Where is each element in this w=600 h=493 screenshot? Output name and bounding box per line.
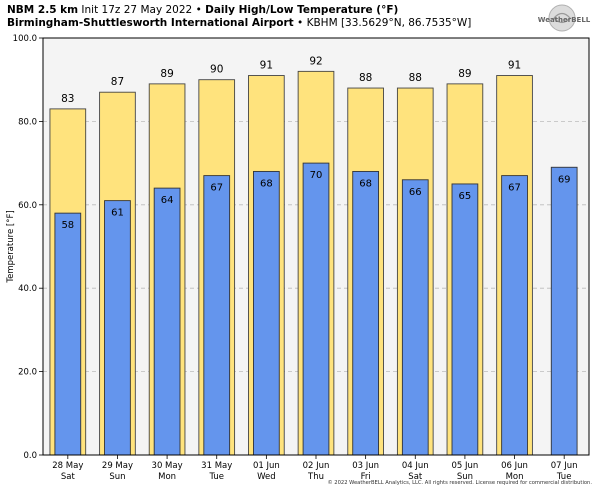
x-tick-date: 31 May <box>201 461 232 471</box>
high-temp-label: 91 <box>508 60 521 72</box>
high-temp-label: 88 <box>359 72 372 84</box>
low-temp-bar <box>451 183 479 456</box>
y-tick-label: 80.0 <box>18 117 37 127</box>
product-title: Daily High/Low Temperature (°F) <box>205 4 399 16</box>
high-temp-label: 92 <box>309 55 322 67</box>
x-tick-weekday: Mon <box>506 472 524 482</box>
x-tick-weekday: Wed <box>257 472 276 482</box>
x-tick-weekday: Tue <box>208 472 224 482</box>
init-time: Init 17z 27 May 2022 <box>81 4 193 16</box>
x-tick-weekday: Mon <box>158 472 176 482</box>
y-tick-label: 20.0 <box>18 368 37 378</box>
low-temp-label: 61 <box>111 208 124 219</box>
x-tick-date: 30 May <box>152 461 183 471</box>
y-tick-label: 100.0 <box>13 34 37 44</box>
low-temp-bar <box>501 175 528 456</box>
copyright-notice: © 2022 WeatherBELL Analytics, LLC. All r… <box>327 480 592 486</box>
y-axis-label: Temperature [°F] <box>6 210 16 283</box>
plot-frame <box>42 37 590 456</box>
high-temp-label: 83 <box>61 93 74 105</box>
x-tick-date: 02 Jun <box>303 461 330 471</box>
low-temp-bar <box>550 166 578 456</box>
y-tick-label: 0.0 <box>23 451 37 461</box>
station-name: Birmingham-Shuttlesworth International A… <box>7 17 294 29</box>
low-temp-bar <box>401 179 429 456</box>
low-temp-label: 67 <box>508 183 521 194</box>
low-temp-bar <box>253 170 280 456</box>
model-name: NBM 2.5 km <box>7 4 79 16</box>
low-temp-label: 70 <box>310 170 323 181</box>
high-temp-label: 89 <box>458 68 471 80</box>
low-temp-label: 68 <box>359 178 372 189</box>
x-tick-date: 07 Jun <box>551 461 578 471</box>
x-tick-date: 04 Jun <box>402 461 429 471</box>
x-tick-date: 03 Jun <box>352 461 379 471</box>
bullet-separator: • <box>297 17 304 29</box>
low-temp-label: 66 <box>409 187 422 198</box>
y-tick-label: 40.0 <box>18 284 37 294</box>
high-temp-label: 88 <box>409 72 422 84</box>
high-temp-label: 89 <box>160 68 173 80</box>
low-temp-bar <box>54 212 82 456</box>
high-temp-label: 91 <box>260 60 273 72</box>
x-tick-weekday: Sat <box>408 472 423 482</box>
low-temp-label: 58 <box>61 220 74 231</box>
x-tick-weekday: Sun <box>457 472 473 482</box>
low-temp-label: 68 <box>260 178 273 189</box>
x-tick-date: 29 May <box>102 461 133 471</box>
x-tick-weekday: Thu <box>307 472 324 482</box>
weatherbell-logo: WeatherBELL <box>534 3 594 35</box>
x-tick-date: 06 Jun <box>501 461 528 471</box>
high-temp-label: 87 <box>111 76 124 88</box>
y-tick-label: 60.0 <box>18 201 37 211</box>
bullet-separator: • <box>195 4 202 16</box>
low-temp-bar <box>352 170 379 456</box>
chart-header-line2: Birmingham-Shuttlesworth International A… <box>7 17 471 29</box>
low-temp-label: 69 <box>558 174 571 185</box>
x-tick-weekday: Sat <box>61 472 76 482</box>
low-temp-label: 65 <box>459 191 472 202</box>
x-tick-date: 01 Jun <box>253 461 280 471</box>
logo-text: WeatherBELL <box>538 16 591 24</box>
x-tick-weekday: Fri <box>361 472 371 482</box>
station-info: KBHM [33.5629°N, 86.7535°W] <box>306 17 472 29</box>
low-temp-bar <box>302 162 330 456</box>
low-temp-label: 67 <box>210 183 223 194</box>
low-temp-bar <box>104 200 131 456</box>
x-tick-date: 05 Jun <box>452 461 479 471</box>
low-temp-bar <box>153 187 181 456</box>
low-temp-bar <box>203 175 231 456</box>
high-temp-label: 90 <box>210 64 223 76</box>
x-tick-date: 28 May <box>52 461 83 471</box>
x-tick-weekday: Sun <box>109 472 125 482</box>
low-temp-label: 64 <box>161 195 174 206</box>
x-tick-weekday: Tue <box>556 472 572 482</box>
chart-header-line1: NBM 2.5 km Init 17z 27 May 2022 • Daily … <box>7 4 398 16</box>
